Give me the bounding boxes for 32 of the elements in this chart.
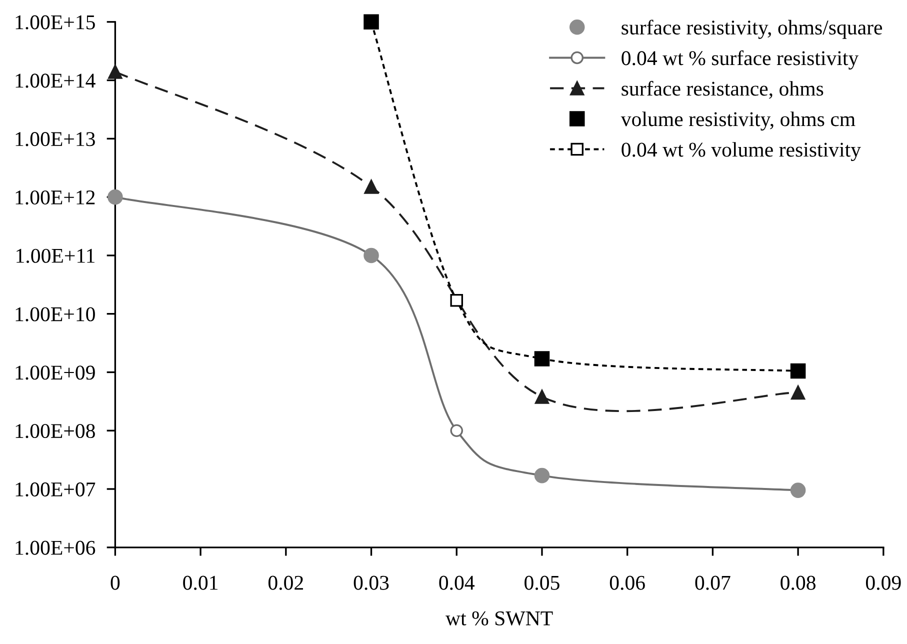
legend-label: 0.04 wt % surface resistivity bbox=[622, 50, 859, 70]
x-tick-label: 0 bbox=[110, 576, 120, 590]
y-tick-label: 1.00E+12 bbox=[16, 190, 95, 205]
x-tick-label: 0.09 bbox=[866, 576, 901, 590]
point bbox=[450, 294, 464, 307]
legend-label: surface resistivity, ohms/square bbox=[622, 20, 882, 39]
legend-label: surface resistance, ohms bbox=[622, 80, 824, 99]
x-tick-label: 0.01 bbox=[183, 576, 218, 590]
point bbox=[364, 180, 378, 194]
point bbox=[450, 424, 464, 438]
legend-label: volume resistivity, ohms cm bbox=[620, 112, 856, 131]
y-tick-label: 1.00E+13 bbox=[16, 132, 95, 146]
x-tick-label: 0.03 bbox=[354, 576, 389, 590]
y-tick-label: 1.00E+07 bbox=[16, 482, 96, 497]
legend-label: 0.04 wt % volume resistivity bbox=[622, 142, 861, 162]
x-tick-label: 0.06 bbox=[610, 576, 645, 590]
y-tick-label: 1.00E+10 bbox=[16, 307, 95, 322]
x-axis-title: wt % SWNT bbox=[446, 611, 553, 626]
x-tick-label: 0.02 bbox=[268, 576, 303, 590]
y-tick-label: 1.00E+09 bbox=[16, 366, 95, 380]
y-tick-label: 1.00E+11 bbox=[16, 248, 94, 263]
point bbox=[790, 385, 806, 400]
point bbox=[534, 390, 550, 404]
y-tick-label: 1.00E+14 bbox=[16, 74, 96, 88]
point bbox=[108, 64, 122, 79]
x-tick-label: 0.05 bbox=[524, 576, 560, 590]
y-tick-label: 1.00E+15 bbox=[16, 15, 95, 30]
x-tick-label: 0.08 bbox=[780, 576, 816, 590]
x-tick-label: 0.07 bbox=[695, 576, 730, 590]
x-tick-label: 0.04 bbox=[439, 576, 475, 590]
y-tick-label: 1.00E+06 bbox=[16, 540, 96, 555]
y-tick-label: 1.00E+08 bbox=[16, 424, 95, 438]
